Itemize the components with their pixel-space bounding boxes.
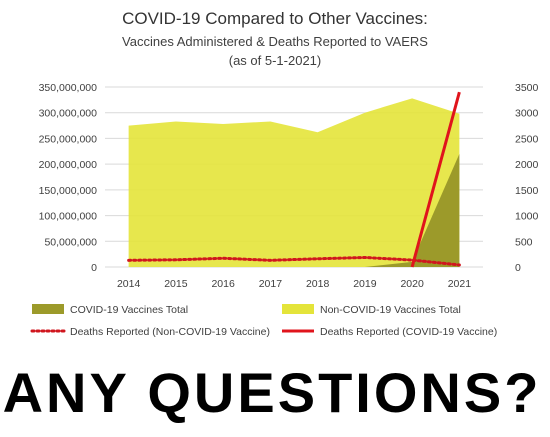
chart-title: COVID-19 Compared to Other Vaccines: bbox=[122, 9, 428, 28]
line-deaths-covid bbox=[410, 91, 461, 268]
legend-swatch bbox=[282, 304, 314, 314]
chart-subtitle-line-1: Vaccines Administered & Deaths Reported … bbox=[122, 34, 428, 49]
left-tick-label: 150,000,000 bbox=[39, 185, 98, 197]
caption: ANY QUESTIONS? bbox=[3, 361, 542, 424]
left-tick-label: 200,000,000 bbox=[39, 159, 98, 171]
left-tick-label: 300,000,000 bbox=[39, 108, 98, 120]
area-non-covid-vaccines bbox=[128, 98, 460, 267]
x-tick-label: 2020 bbox=[400, 278, 424, 290]
right-tick-label: 500 bbox=[515, 236, 533, 248]
x-axis-ticks: 2014 2015 2016 2017 2018 2019 2020 2021 bbox=[117, 278, 471, 290]
x-tick-label: 2016 bbox=[211, 278, 235, 290]
legend-label: Non-COVID-19 Vaccines Total bbox=[320, 304, 461, 316]
right-tick-label: 3500 bbox=[515, 82, 539, 94]
right-tick-label: 3000 bbox=[515, 108, 539, 120]
legend: COVID-19 Vaccines Total Non-COVID-19 Vacc… bbox=[30, 304, 497, 338]
legend-swatch bbox=[32, 304, 64, 314]
right-tick-label: 2500 bbox=[515, 133, 539, 145]
chart-subtitle-line-2: (as of 5-1-2021) bbox=[229, 53, 322, 68]
left-tick-label: 50,000,000 bbox=[44, 236, 97, 248]
x-tick-label: 2019 bbox=[353, 278, 377, 290]
area-series bbox=[128, 98, 460, 267]
line-deaths-non-covid bbox=[127, 255, 461, 267]
left-tick-label: 0 bbox=[91, 262, 97, 274]
x-tick-label: 2018 bbox=[306, 278, 330, 290]
legend-label: COVID-19 Vaccines Total bbox=[70, 304, 188, 316]
right-axis-ticks: 0 500 1000 1500 2000 2500 3000 3500 bbox=[515, 82, 539, 274]
x-tick-label: 2015 bbox=[164, 278, 188, 290]
right-tick-label: 2000 bbox=[515, 159, 539, 171]
left-tick-label: 350,000,000 bbox=[39, 82, 98, 94]
legend-label: Deaths Reported (Non-COVID-19 Vaccine) bbox=[70, 326, 270, 338]
legend-label: Deaths Reported (COVID-19 Vaccine) bbox=[320, 326, 497, 338]
line-series bbox=[127, 91, 461, 268]
left-tick-label: 250,000,000 bbox=[39, 133, 98, 145]
x-tick-label: 2021 bbox=[448, 278, 472, 290]
left-tick-label: 100,000,000 bbox=[39, 211, 98, 223]
x-tick-label: 2014 bbox=[117, 278, 141, 290]
right-tick-label: 1000 bbox=[515, 211, 539, 223]
area-covid-vaccines bbox=[364, 153, 460, 267]
left-axis-ticks: 0 50,000,000 100,000,000 150,000,000 200,000… bbox=[39, 82, 98, 274]
right-tick-label: 1500 bbox=[515, 185, 539, 197]
x-tick-label: 2017 bbox=[259, 278, 283, 290]
right-tick-label: 0 bbox=[515, 262, 521, 274]
